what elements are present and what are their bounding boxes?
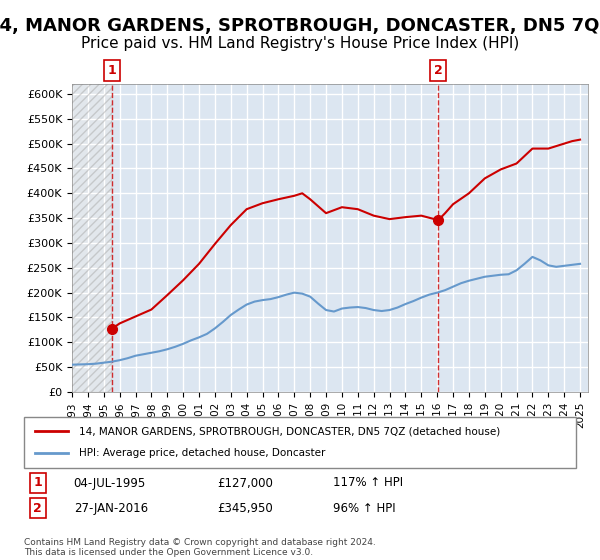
Text: £345,950: £345,950: [217, 502, 273, 515]
Text: 2: 2: [34, 502, 42, 515]
Text: Contains HM Land Registry data © Crown copyright and database right 2024.
This d: Contains HM Land Registry data © Crown c…: [24, 538, 376, 557]
Text: 04-JUL-1995: 04-JUL-1995: [74, 477, 146, 489]
Text: 117% ↑ HPI: 117% ↑ HPI: [333, 477, 403, 489]
Text: 96% ↑ HPI: 96% ↑ HPI: [333, 502, 396, 515]
Text: 14, MANOR GARDENS, SPROTBROUGH, DONCASTER, DN5 7QZ: 14, MANOR GARDENS, SPROTBROUGH, DONCASTE…: [0, 17, 600, 35]
Text: £127,000: £127,000: [217, 477, 273, 489]
Text: HPI: Average price, detached house, Doncaster: HPI: Average price, detached house, Donc…: [79, 449, 326, 459]
Text: 2: 2: [434, 64, 443, 77]
Text: 14, MANOR GARDENS, SPROTBROUGH, DONCASTER, DN5 7QZ (detached house): 14, MANOR GARDENS, SPROTBROUGH, DONCASTE…: [79, 426, 500, 436]
Text: 1: 1: [107, 64, 116, 77]
FancyBboxPatch shape: [24, 417, 576, 468]
Text: Price paid vs. HM Land Registry's House Price Index (HPI): Price paid vs. HM Land Registry's House …: [81, 36, 519, 52]
Text: 27-JAN-2016: 27-JAN-2016: [74, 502, 148, 515]
Text: 1: 1: [34, 477, 42, 489]
